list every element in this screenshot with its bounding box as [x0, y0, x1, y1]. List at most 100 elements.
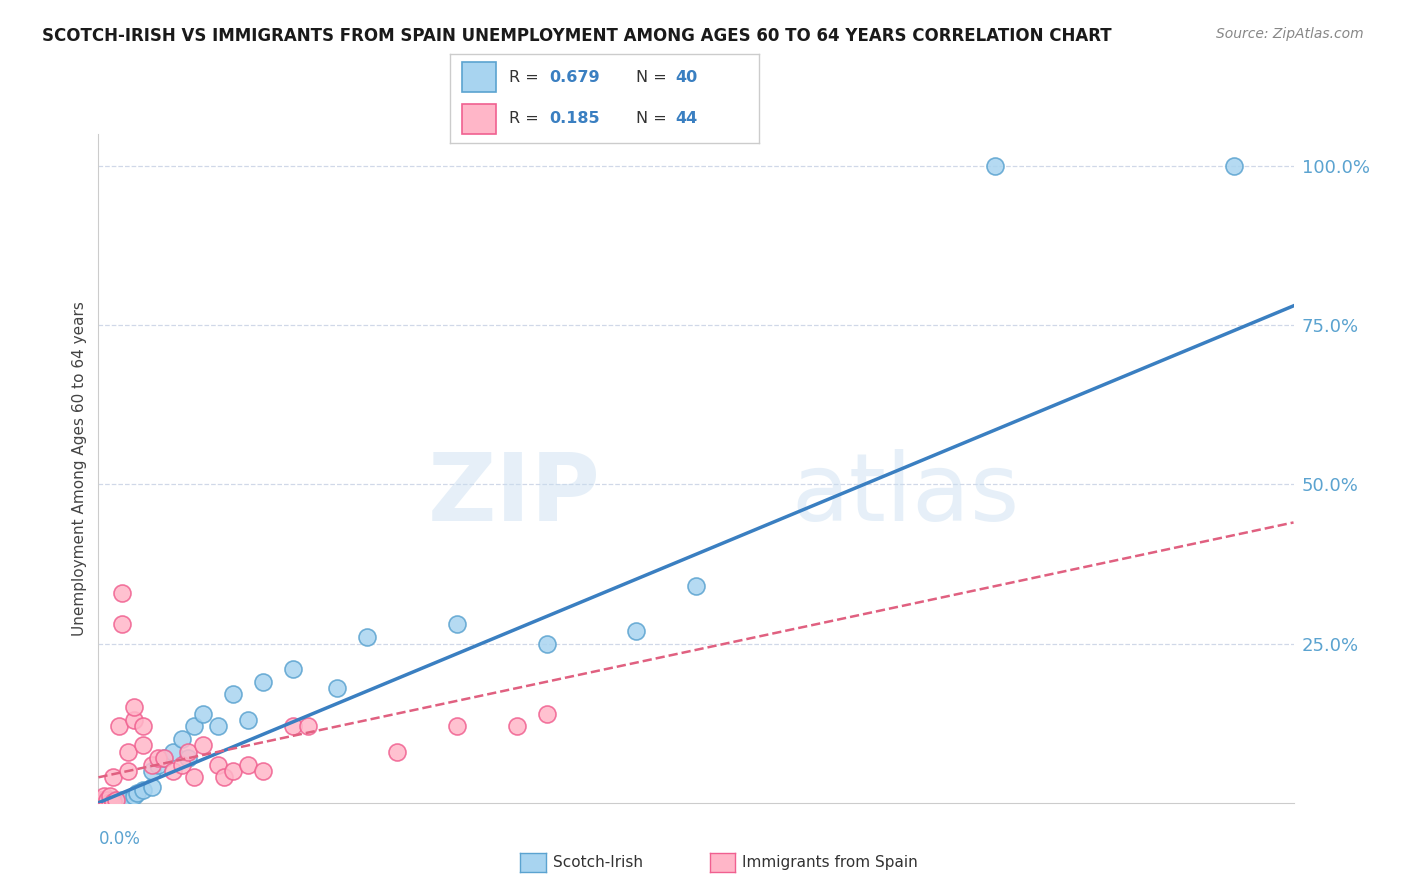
Point [685, 579, 707, 593]
Point [117, 764, 139, 778]
Text: R =: R = [509, 112, 544, 126]
FancyBboxPatch shape [463, 104, 496, 134]
Point [108, 719, 131, 733]
Point [236, 713, 259, 727]
Point [183, 770, 205, 784]
Point [536, 636, 558, 650]
Point [93, 795, 115, 809]
Point [183, 719, 205, 733]
Point [90, 792, 112, 806]
Text: Immigrants from Spain: Immigrants from Spain [742, 855, 918, 870]
Point [93, 789, 115, 804]
Point [96, 795, 118, 809]
Point [162, 745, 184, 759]
Point [212, 770, 235, 784]
Point [117, 792, 139, 806]
Point [141, 764, 163, 778]
Text: 0.185: 0.185 [548, 112, 599, 126]
Point [162, 764, 184, 778]
Text: Scotch-Irish: Scotch-Irish [553, 855, 643, 870]
Text: 40: 40 [676, 70, 697, 85]
Point [87, 796, 110, 810]
Point [326, 681, 349, 695]
Point [297, 719, 319, 733]
Text: N =: N = [636, 112, 672, 126]
Point [93, 796, 115, 810]
Point [177, 751, 200, 765]
Point [446, 617, 468, 632]
Point [207, 719, 229, 733]
Point [153, 751, 176, 765]
Text: Source: ZipAtlas.com: Source: ZipAtlas.com [1216, 27, 1364, 41]
Point [111, 617, 134, 632]
Point [117, 745, 139, 759]
Point [90, 795, 112, 809]
Point [105, 792, 128, 806]
Point [87, 796, 110, 810]
Point [446, 719, 468, 733]
Text: atlas: atlas [792, 449, 1019, 541]
Point [536, 706, 558, 721]
Point [385, 745, 409, 759]
Point [124, 700, 146, 714]
Point [108, 795, 131, 809]
Point [111, 792, 134, 806]
Point [177, 745, 200, 759]
Point [90, 795, 112, 809]
Point [103, 795, 125, 809]
Point [114, 795, 136, 809]
Point [191, 706, 214, 721]
Point [172, 757, 194, 772]
Point [103, 795, 125, 809]
Point [96, 792, 118, 806]
Point [93, 792, 115, 806]
Point [132, 783, 155, 797]
Point [222, 764, 245, 778]
Point [191, 739, 214, 753]
Point [111, 585, 134, 599]
Point [132, 719, 155, 733]
Point [983, 159, 1005, 173]
Point [236, 757, 259, 772]
Point [281, 719, 304, 733]
Point [252, 674, 274, 689]
Text: SCOTCH-IRISH VS IMMIGRANTS FROM SPAIN UNEMPLOYMENT AMONG AGES 60 TO 64 YEARS COR: SCOTCH-IRISH VS IMMIGRANTS FROM SPAIN UN… [42, 27, 1112, 45]
Point [207, 757, 229, 772]
Text: 0.0%: 0.0% [98, 830, 141, 847]
Point [105, 796, 128, 810]
Point [93, 796, 115, 810]
Point [222, 688, 245, 702]
Point [172, 732, 194, 747]
Point [103, 770, 125, 784]
Point [96, 796, 118, 810]
Point [252, 764, 274, 778]
Point [98, 795, 122, 809]
Point [132, 739, 155, 753]
Point [87, 795, 110, 809]
Point [127, 786, 149, 800]
Text: R =: R = [509, 70, 544, 85]
Point [103, 792, 125, 806]
Point [153, 751, 176, 765]
Point [506, 719, 529, 733]
Text: N =: N = [636, 70, 672, 85]
Y-axis label: Unemployment Among Ages 60 to 64 years: Unemployment Among Ages 60 to 64 years [72, 301, 87, 636]
Point [141, 757, 163, 772]
Text: 0.679: 0.679 [548, 70, 599, 85]
Point [98, 795, 122, 809]
Point [90, 796, 112, 810]
Point [124, 713, 146, 727]
Text: ZIP: ZIP [427, 449, 600, 541]
Point [98, 789, 122, 804]
Point [124, 789, 146, 804]
Point [624, 624, 647, 638]
Point [87, 792, 110, 806]
Point [148, 757, 170, 772]
Point [1223, 159, 1246, 173]
Text: 44: 44 [676, 112, 697, 126]
Point [356, 630, 378, 644]
Point [148, 751, 170, 765]
Point [141, 780, 163, 794]
FancyBboxPatch shape [463, 62, 496, 92]
Point [281, 662, 304, 676]
